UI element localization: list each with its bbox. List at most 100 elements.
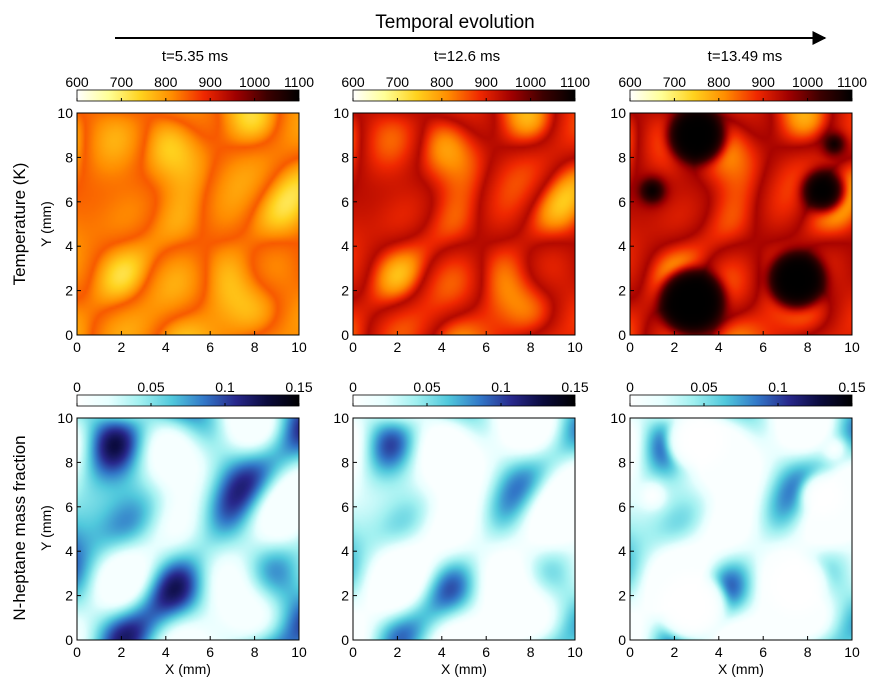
y-tick-label: 10 — [57, 410, 73, 426]
y-tick-label: 6 — [65, 194, 73, 210]
y-tick-label: 0 — [65, 632, 73, 648]
x-tick-label: 6 — [482, 644, 490, 660]
colorbar-tick-label: 0 — [73, 379, 81, 395]
panel-n-heptane-1: 0 2 4 6 8 10 0 2 4 6 8 10 — [57, 410, 307, 660]
y-tick-label: 4 — [618, 543, 626, 559]
colorbar-n-heptane-2: 0 0.05 0.1 0.15 — [349, 379, 589, 407]
colorbar-tick-label: 1100 — [560, 74, 590, 90]
colorbar-gradient — [76, 394, 300, 407]
colorbar-tick-label: 600 — [65, 74, 89, 90]
colorbar-gradient — [76, 89, 300, 102]
x-tick-label: 10 — [567, 644, 583, 660]
colorbar-tick-label: 800 — [154, 74, 178, 90]
y-tick-label: 2 — [618, 588, 626, 604]
heatmap-image — [353, 113, 575, 335]
x-tick-label: 2 — [394, 339, 402, 355]
colorbar-tick-label: 800 — [430, 74, 454, 90]
x-tick-label: 6 — [759, 339, 767, 355]
colorbar-tick-label: 600 — [341, 74, 365, 90]
colorbar-tick-label: 0 — [626, 379, 634, 395]
time-label-3: t=13.49 ms — [708, 48, 783, 65]
colorbar-gradient — [629, 89, 853, 102]
colorbar-temperature-3: 600 700 800 900 1000 1100 — [618, 74, 867, 102]
colorbar-tick-label: 1000 — [792, 74, 823, 90]
y-tick-label: 4 — [341, 543, 349, 559]
heatmap-image — [77, 113, 299, 335]
x-tick-label: 0 — [626, 644, 634, 660]
x-tick-label: 6 — [759, 644, 767, 660]
heatmap-image — [77, 418, 299, 640]
y-tick-label: 2 — [618, 283, 626, 299]
y-tick-label: 8 — [618, 454, 626, 470]
y-tick-label: 10 — [57, 105, 73, 121]
row-label-temperature: Temperature (K) — [10, 163, 29, 286]
colorbar-tick-label: 0.05 — [690, 379, 717, 395]
x-tick-label: 4 — [438, 644, 446, 660]
colorbar-tick-label: 1100 — [284, 74, 314, 90]
time-label-1: t=5.35 ms — [162, 48, 228, 65]
x-tick-label: 2 — [118, 339, 126, 355]
panel-temperature-3: 0 2 4 6 8 10 0 2 4 6 8 10 — [610, 105, 860, 355]
x-axis-label-3: X (mm) — [718, 661, 764, 677]
y-tick-label: 0 — [65, 327, 73, 343]
panel-frame — [352, 417, 576, 641]
colorbar-tick-label: 900 — [475, 74, 499, 90]
x-tick-label: 4 — [715, 644, 723, 660]
x-tick-label: 4 — [162, 339, 170, 355]
y-tick-label: 8 — [65, 149, 73, 165]
heatmap-image — [630, 418, 852, 640]
x-tick-label: 8 — [527, 339, 535, 355]
x-tick-label: 10 — [291, 339, 307, 355]
colorbar-tick-label: 0.1 — [215, 379, 235, 395]
y-tick-label: 6 — [65, 499, 73, 515]
x-tick-label: 0 — [626, 339, 634, 355]
colorbar-tick-label: 0.15 — [838, 379, 865, 395]
y-tick-label: 6 — [618, 194, 626, 210]
y-tick-label: 2 — [65, 588, 73, 604]
y-tick-label: 4 — [65, 238, 73, 254]
colorbar-tick-label: 900 — [752, 74, 776, 90]
y-tick-label: 8 — [618, 149, 626, 165]
y-tick-label: 4 — [65, 543, 73, 559]
colorbar-tick-label: 0.1 — [491, 379, 511, 395]
colorbar-temperature-2: 600 700 800 900 1000 1100 — [341, 74, 590, 102]
x-tick-label: 10 — [844, 644, 860, 660]
panel-temperature-2: 0 2 4 6 8 10 0 2 4 6 8 10 — [333, 105, 583, 355]
colorbar-gradient — [352, 394, 576, 407]
colorbars: 600 700 800 900 1000 1100 600 700 800 900 1000 1100… — [65, 74, 867, 407]
colorbar-tick-label: 0.1 — [768, 379, 788, 395]
x-tick-label: 2 — [671, 644, 679, 660]
colorbar-tick-label: 0.15 — [561, 379, 588, 395]
x-axis-label-2: X (mm) — [441, 661, 487, 677]
x-tick-label: 8 — [804, 339, 812, 355]
y-tick-label: 0 — [618, 327, 626, 343]
x-tick-label: 0 — [349, 339, 357, 355]
colorbar-tick-label: 900 — [199, 74, 223, 90]
y-tick-label: 10 — [610, 105, 626, 121]
x-tick-label: 4 — [715, 339, 723, 355]
y-tick-label: 8 — [341, 454, 349, 470]
colorbar-n-heptane-3: 0 0.05 0.1 0.15 — [626, 379, 866, 407]
panel-frame — [629, 112, 853, 336]
y-tick-label: 6 — [618, 499, 626, 515]
colorbar-tick-label: 1100 — [837, 74, 867, 90]
y-tick-label: 10 — [333, 410, 349, 426]
x-tick-label: 6 — [482, 339, 490, 355]
x-tick-label: 8 — [251, 339, 259, 355]
y-tick-label: 10 — [610, 410, 626, 426]
y-tick-label: 8 — [65, 454, 73, 470]
x-tick-label: 0 — [73, 644, 81, 660]
x-tick-label: 2 — [671, 339, 679, 355]
colorbar-tick-label: 0 — [349, 379, 357, 395]
colorbar-tick-label: 700 — [663, 74, 687, 90]
x-tick-label: 8 — [527, 644, 535, 660]
colorbar-tick-label: 1000 — [515, 74, 546, 90]
x-tick-label: 2 — [394, 644, 402, 660]
y-axis-label-top: Y (mm) — [38, 201, 54, 247]
y-tick-label: 10 — [333, 105, 349, 121]
colorbar-tick-label: 700 — [386, 74, 410, 90]
x-tick-label: 2 — [118, 644, 126, 660]
y-tick-label: 4 — [618, 238, 626, 254]
y-tick-label: 8 — [341, 149, 349, 165]
x-tick-label: 0 — [349, 644, 357, 660]
